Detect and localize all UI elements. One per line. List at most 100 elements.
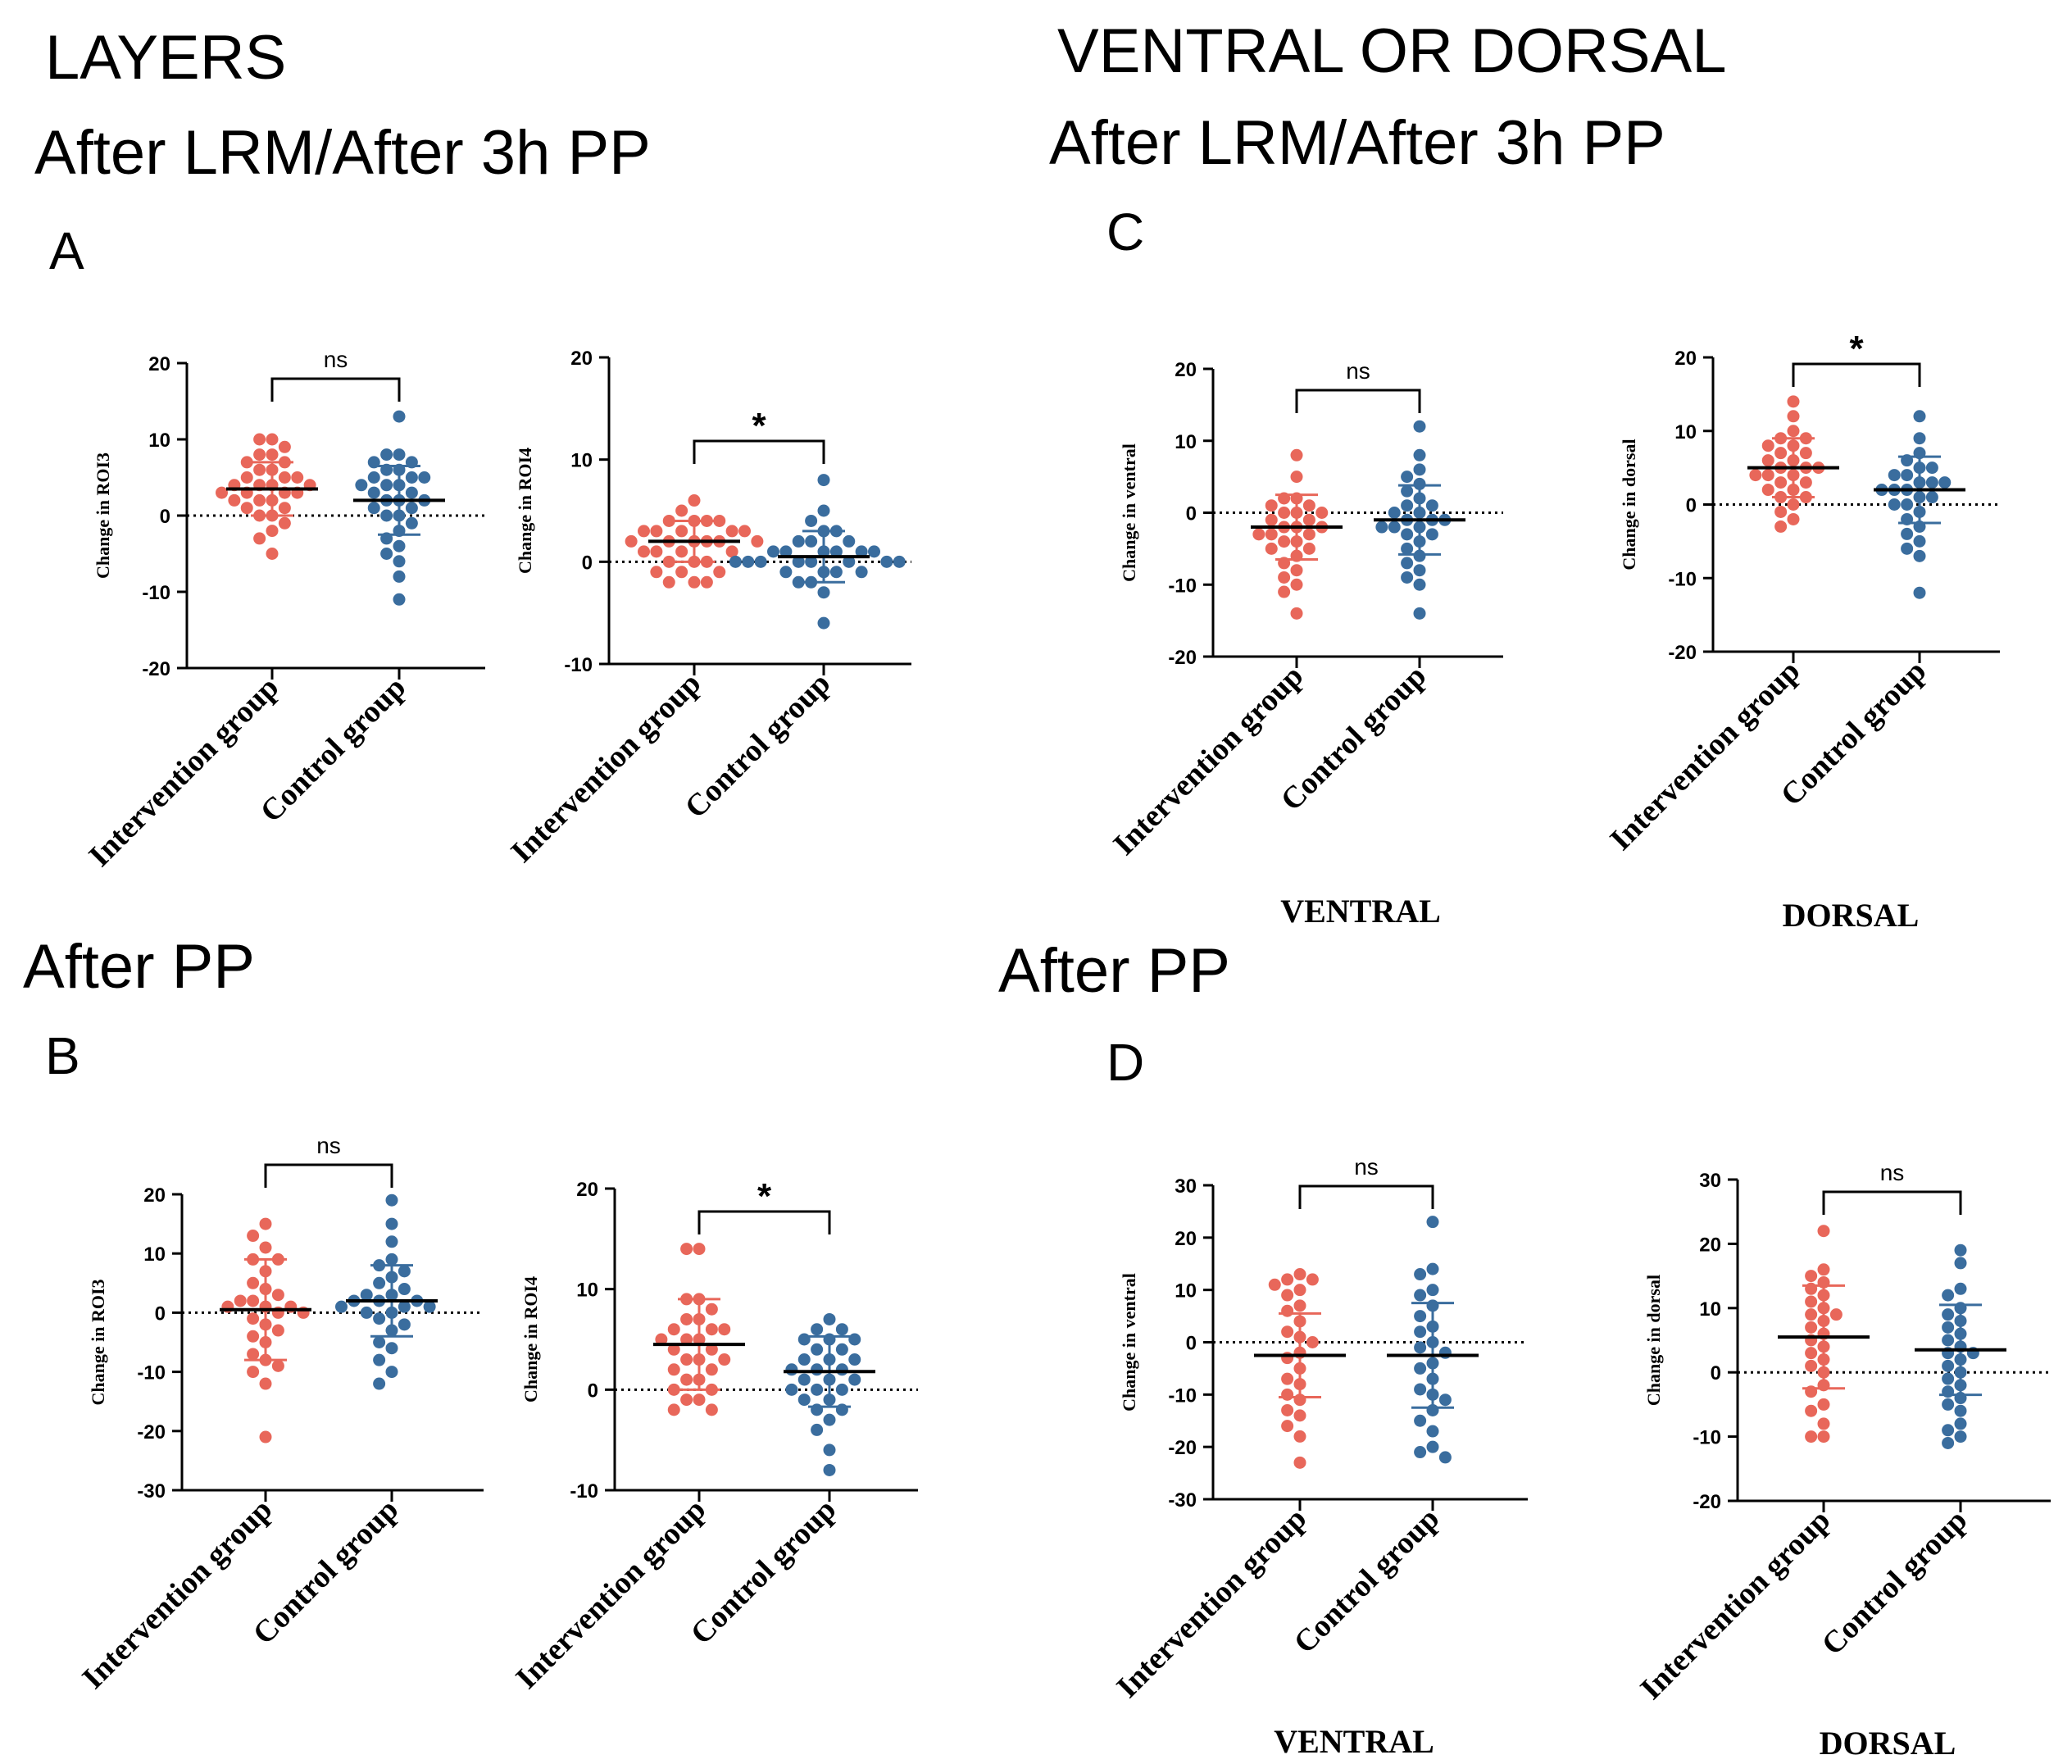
control-point [729,555,742,568]
intervention-point [228,493,241,507]
intervention-point [1817,1379,1830,1392]
control-point [335,1300,348,1313]
control-point [817,525,830,538]
intervention-point [1290,607,1303,620]
intervention-point [259,1430,272,1443]
control-point [1413,477,1426,490]
intervention-point [1278,492,1291,505]
control-point [829,566,843,579]
intervention-point [693,1243,706,1256]
y-tick-label: 0 [1711,1362,1721,1384]
intervention-point [271,1289,284,1302]
category-label: Intervention group [1603,654,1806,857]
control-point [393,479,406,492]
intervention-point [700,555,713,568]
intervention-point [1787,410,1800,423]
control-point [823,1333,836,1346]
y-tick-label: 20 [1175,359,1197,381]
control-point [1426,1425,1439,1438]
y-axis-label: Change in ROI4 [520,1276,541,1403]
intervention-point [1302,542,1315,555]
intervention-point [1252,528,1265,541]
control-point [360,1289,373,1302]
intervention-point [1787,498,1800,511]
control-point [1942,1436,1955,1449]
after-pp-right-heading: After PP [998,936,1230,1006]
control-point [373,1312,386,1325]
intervention-point [1293,1284,1306,1297]
control-point [405,486,418,499]
control-point [1942,1308,1955,1321]
intervention-point [1817,1225,1830,1238]
after-pp-left-heading: After PP [23,932,255,1002]
chart-c-ventral: 20 10 0 -10 -20 Change in ventral Intervention… [1106,358,1503,862]
intervention-point [1281,1325,1294,1339]
intervention-point [667,1403,680,1416]
y-tick-label: -30 [137,1480,166,1503]
intervention-point [705,1323,718,1336]
panel-letter-a: A [49,221,84,280]
intervention-point [240,456,253,469]
intervention-point [700,514,713,527]
intervention-point [1805,1430,1818,1443]
significance-label: ns [1354,1154,1379,1180]
control-point [848,1333,861,1346]
control-point [1375,521,1388,534]
y-tick-label: 20 [143,1184,166,1207]
control-point [1954,1404,1967,1417]
category-label: Intervention group [75,1493,279,1696]
control-point [868,545,880,558]
significance-bracket [697,1210,831,1234]
control-point [1426,1388,1439,1401]
category-label: Intervention group [1634,1503,1837,1707]
control-point [1414,1341,1427,1354]
intervention-point [1805,1347,1818,1360]
control-point [779,566,793,579]
intervention-point [680,1393,693,1407]
chart-c-dorsal: 20 10 0 -10 -20 Change in dorsal Intervention … [1603,329,2000,857]
y-tick-label: 10 [143,1243,166,1266]
intervention-point [680,1333,693,1346]
control-point [797,1393,811,1407]
significance-bracket [270,377,401,402]
control-point [1942,1385,1955,1398]
intervention-point [667,1363,680,1376]
control-point [1888,498,1901,511]
control-point [823,1413,836,1426]
intervention-point [1805,1321,1818,1334]
control-point [1426,1320,1439,1333]
y-tick-label: 10 [1674,421,1697,443]
y-tick-label: 30 [1699,1170,1721,1192]
control-point [1913,586,1926,599]
intervention-point [1774,491,1788,504]
control-point [380,463,393,476]
intervention-point [1787,425,1800,438]
intervention-point [688,575,701,589]
y-tick-label: -10 [570,1480,598,1503]
control-point [823,1373,836,1386]
intervention-point [247,1230,260,1243]
control-point [1901,469,1914,482]
intervention-point [705,1343,718,1356]
intervention-point [259,1318,272,1331]
control-point [373,1377,386,1390]
control-point [817,586,830,599]
control-point [1426,1299,1439,1312]
control-point [1426,1357,1439,1370]
intervention-point [1805,1270,1818,1283]
control-point [373,1353,386,1366]
y-axis-label: Change in ventral [1119,1273,1139,1412]
control-point [380,532,393,545]
control-point [823,1443,836,1457]
intervention-point [705,1403,718,1416]
control-point [823,1393,836,1407]
control-point [1901,542,1914,555]
y-tick-label: 10 [148,430,170,452]
chart-a-roi4: 20 10 0 -10 Change in ROI4 Intervention group… [504,348,911,870]
intervention-point [1787,484,1800,497]
chart-d-ventral: 30 20 10 0 -10 -20 -30 Change in ventral Interve… [1110,1154,1528,1705]
control-point [1913,476,1926,489]
intervention-point [1787,469,1800,482]
intervention-point [1281,1403,1294,1416]
y-tick-label: -20 [142,658,170,680]
